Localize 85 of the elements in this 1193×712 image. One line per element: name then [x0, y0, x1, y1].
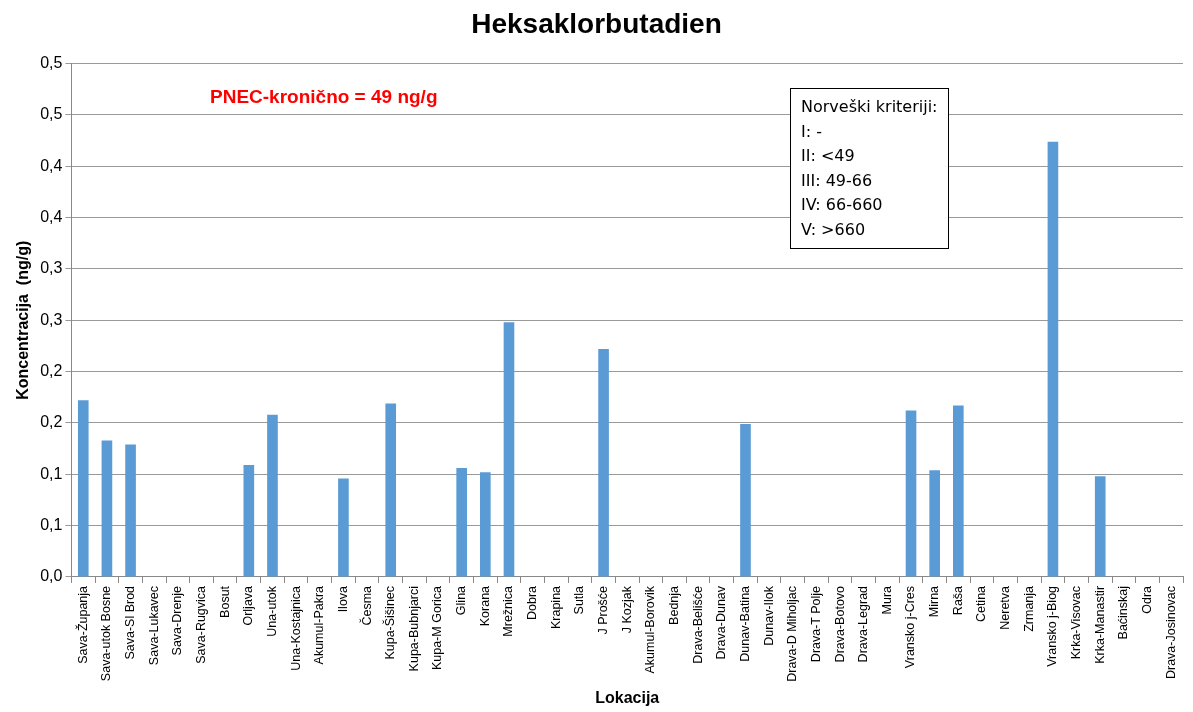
x-tick-label: Dunav-Ilok — [761, 585, 776, 646]
annotation: Norveški kriteriji: — [801, 96, 938, 118]
x-tick-label: Sava-Drenje — [170, 585, 185, 656]
bar — [338, 478, 349, 577]
annotation: IV: 66-660 — [801, 194, 884, 216]
x-tick-label: Kupa-Bubnjarci — [406, 585, 421, 672]
bar — [598, 349, 609, 577]
bar — [953, 405, 964, 577]
x-tick-label: Drava-Dunav — [714, 585, 729, 660]
bar — [929, 470, 940, 577]
x-axis-title: Lokacija — [595, 688, 660, 706]
x-tick-label: Bednja — [666, 585, 681, 625]
x-tick-label: Una-Kostajnica — [288, 585, 303, 671]
y-tick-label: 0,5 — [40, 105, 63, 123]
y-tick-label: 0,0 — [40, 567, 63, 585]
x-tick-label: Kupa-Šišinec — [382, 585, 398, 660]
bar — [1047, 141, 1059, 577]
bar — [456, 468, 467, 577]
x-tick-label: Drava-Josinovac — [1163, 585, 1178, 680]
y-tick-label: 0,1 — [40, 516, 63, 534]
x-tick-label: J Prošće — [596, 585, 611, 635]
y-tick-label: 0,2 — [40, 362, 63, 380]
x-tick-label: Sutla — [572, 585, 587, 615]
x-tick-label: Krapina — [548, 585, 563, 630]
x-tick-label: Sava-Sl Brod — [123, 585, 138, 660]
y-tick-label: 0,3 — [40, 310, 63, 328]
y-tick-label: 0,4 — [40, 156, 63, 174]
annotation: III: 49-66 — [801, 169, 874, 192]
bar — [385, 403, 397, 577]
x-tick-label: Drava-D Miholjac — [785, 585, 800, 682]
bar — [1094, 476, 1106, 577]
x-tick-label: Glina — [454, 585, 469, 616]
x-tick-label: Akumul-Pakra — [312, 585, 327, 665]
x-tick-label: Neretva — [998, 585, 1013, 630]
x-tick-label: Vransko j-Cres — [903, 585, 918, 669]
y-tick-label: 0,2 — [40, 413, 63, 431]
x-tick-label: Sava-Županja — [74, 585, 90, 664]
bar — [480, 472, 491, 577]
x-tick-label: Raša — [950, 585, 965, 616]
bar — [740, 423, 751, 577]
x-tick-label: J Kozjak — [619, 585, 634, 634]
x-tick-label: Krka-Visovac — [1069, 585, 1084, 660]
x-tick-label: Drava-T Polje — [808, 585, 823, 663]
chart-title: Heksaklorbutadien — [471, 7, 722, 39]
bar — [125, 444, 136, 577]
x-tick-label: Odra — [1139, 585, 1154, 614]
x-tick-label: Česma — [358, 585, 374, 626]
bar — [243, 465, 255, 577]
annotation: II: <49 — [801, 145, 856, 167]
x-tick-label: Drava-Botovo — [832, 585, 847, 663]
x-tick-label: Dunav-Batina — [737, 585, 752, 662]
x-tick-label: Una-utok — [264, 585, 279, 637]
annotation: PNEC-kronično = 49 ng/g — [210, 86, 438, 108]
bar — [77, 400, 89, 577]
bar — [905, 410, 917, 577]
bar — [267, 414, 278, 577]
bar — [503, 322, 515, 577]
x-tick-label: Mura — [879, 585, 894, 615]
x-tick-label: Sava-Rugvica — [193, 585, 208, 664]
x-tick-label: Sava-utok Bosne — [99, 585, 114, 682]
x-tick-label: Vransko j-Biog — [1045, 585, 1060, 667]
x-tick-label: Mrežnica — [501, 585, 516, 637]
x-tick-label: Krka-Manastir — [1092, 585, 1107, 664]
x-tick-label: Cetina — [974, 585, 989, 623]
x-tick-label: Baćinskaj — [1116, 585, 1131, 640]
y-tick-label: 0,5 — [40, 54, 63, 72]
x-tick-label: Drava-Legrad — [856, 585, 871, 663]
y-tick-label: 0,3 — [40, 259, 63, 277]
x-tick-label: Dobra — [525, 585, 540, 620]
annotation: V: >660 — [801, 218, 867, 241]
y-axis-title: Koncentracija (ng/g) — [14, 240, 32, 400]
x-tick-label: Orljava — [241, 585, 256, 626]
x-tick-label: Bosut — [217, 585, 232, 618]
x-tick-label: Drava-Belišće — [690, 585, 705, 664]
bar — [101, 440, 113, 577]
x-tick-label: Akumul-Borovik — [643, 585, 658, 674]
x-tick-label: Zrmanja — [1021, 585, 1036, 632]
y-tick-label: 0,4 — [40, 208, 63, 226]
x-tick-label: Mirna — [927, 585, 942, 618]
x-tick-label: Kupa-M Gorica — [430, 585, 445, 671]
annotation: I: - — [801, 120, 823, 143]
y-tick-label: 0,1 — [40, 464, 63, 482]
x-tick-label: Korana — [477, 585, 492, 627]
x-tick-label: Sava-Lukavec — [146, 585, 161, 666]
x-tick-label: Ilova — [335, 585, 350, 613]
